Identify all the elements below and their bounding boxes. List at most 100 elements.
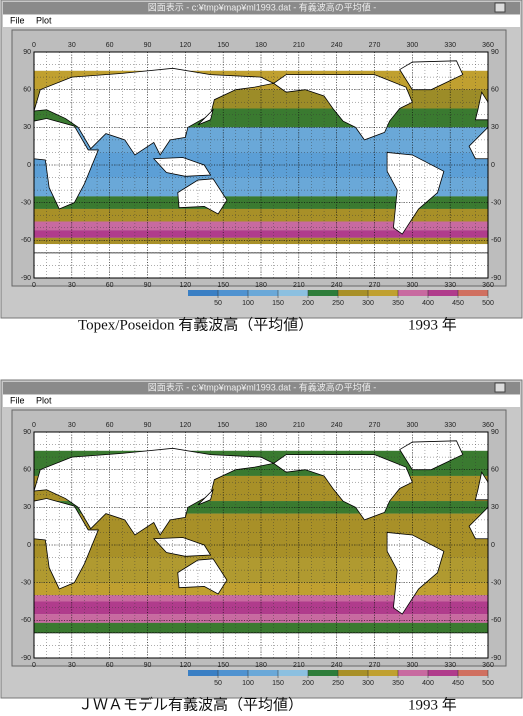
land <box>33 118 99 210</box>
y-tick-label: 60 <box>23 467 31 474</box>
land <box>177 178 228 215</box>
y-tick-label: 90 <box>23 429 31 436</box>
x-tick-label: 150 <box>217 662 229 669</box>
window-button[interactable] <box>494 2 506 13</box>
wave-band <box>34 595 488 602</box>
caption: Topex/Poseidon 有義波高（平均値） <box>78 316 313 333</box>
x-tick-label: 30 <box>68 662 76 669</box>
y-tick-label: -90 <box>491 275 501 282</box>
x-tick-label: 90 <box>144 282 152 289</box>
colorbar-segment <box>188 290 218 296</box>
colorbar-segment <box>398 670 428 676</box>
wave-band <box>34 237 488 245</box>
land <box>177 558 228 595</box>
colorbar-label: 350 <box>392 680 404 687</box>
x-tick-label: 150 <box>217 422 229 429</box>
colorbar-segment <box>458 290 488 296</box>
x-tick-label: 30 <box>68 422 76 429</box>
x-tick-label: 270 <box>369 422 381 429</box>
colorbar-label: 400 <box>422 680 434 687</box>
y-tick-label: -60 <box>491 617 501 624</box>
y-tick-label: 60 <box>491 87 499 94</box>
x-tick-label: 270 <box>369 42 381 49</box>
colorbar-segment <box>248 670 278 676</box>
y-tick-label: 60 <box>491 467 499 474</box>
x-tick-label: 300 <box>406 42 418 49</box>
x-tick-label: 90 <box>144 42 152 49</box>
colorbar-label: 150 <box>272 680 284 687</box>
y-tick-label: 90 <box>491 429 499 436</box>
y-tick-label: -90 <box>491 655 501 662</box>
colorbar-segment <box>338 670 368 676</box>
caption: ＪＷＡモデル有義波高（平均値） <box>78 695 303 713</box>
x-tick-label: 120 <box>179 42 191 49</box>
caption-year: 1993 年 <box>408 696 457 713</box>
x-tick-label: 210 <box>293 662 305 669</box>
x-tick-label: 120 <box>179 662 191 669</box>
y-tick-label: -60 <box>21 237 31 244</box>
land <box>386 532 445 615</box>
y-tick-label: -30 <box>491 200 501 207</box>
x-tick-label: 300 <box>406 662 418 669</box>
colorbar-segment <box>248 290 278 296</box>
colorbar-label: 150 <box>272 300 284 307</box>
land <box>386 152 445 235</box>
land <box>197 108 214 126</box>
colorbar-label: 450 <box>452 680 464 687</box>
x-tick-label: 240 <box>331 42 343 49</box>
x-tick-label: 360 <box>482 422 494 429</box>
x-tick-label: 180 <box>255 422 267 429</box>
menu-item[interactable]: File <box>10 15 25 25</box>
x-tick-label: 210 <box>293 282 305 289</box>
colorbar-segment <box>368 670 398 676</box>
x-tick-label: 60 <box>106 42 114 49</box>
window-title: 図面表示 - c:¥tmp¥map¥ml1993.dat - 有義波高の平均値 … <box>148 1 377 12</box>
menu-item[interactable]: File <box>10 395 25 405</box>
x-tick-label: 0 <box>32 422 36 429</box>
colorbar-label: 100 <box>242 680 254 687</box>
colorbar-label: 200 <box>302 680 314 687</box>
x-tick-label: 60 <box>106 282 114 289</box>
y-tick-label: 30 <box>23 504 31 511</box>
x-tick-label: 120 <box>179 282 191 289</box>
y-tick-label: -30 <box>491 580 501 587</box>
x-tick-label: 120 <box>179 422 191 429</box>
y-tick-label: 0 <box>491 542 495 549</box>
y-tick-label: 0 <box>27 542 31 549</box>
colorbar-label: 450 <box>452 300 464 307</box>
y-tick-label: -30 <box>21 200 31 207</box>
colorbar-segment <box>458 670 488 676</box>
x-tick-label: 240 <box>331 422 343 429</box>
x-tick-label: 210 <box>293 422 305 429</box>
window-title: 図面表示 - c:¥tmp¥map¥ml1993.dat - 有義波高の平均値 … <box>148 381 377 392</box>
x-tick-label: 0 <box>32 662 36 669</box>
colorbar-label: 350 <box>392 300 404 307</box>
y-tick-label: 0 <box>27 162 31 169</box>
x-tick-label: 300 <box>406 282 418 289</box>
x-tick-label: 330 <box>444 282 456 289</box>
menu-item[interactable]: Plot <box>36 395 52 405</box>
x-tick-label: 150 <box>217 282 229 289</box>
colorbar-segment <box>428 290 458 296</box>
window-button[interactable] <box>494 382 506 393</box>
x-tick-label: 180 <box>255 42 267 49</box>
title-bar <box>3 2 520 14</box>
x-tick-label: 270 <box>369 282 381 289</box>
land <box>197 488 214 506</box>
menu-bar <box>3 395 520 407</box>
menu-bar <box>3 15 520 27</box>
x-tick-label: 90 <box>144 422 152 429</box>
y-tick-label: 60 <box>23 87 31 94</box>
x-tick-label: 330 <box>444 42 456 49</box>
x-tick-label: 240 <box>331 282 343 289</box>
colorbar-segment <box>338 290 368 296</box>
menu-item[interactable]: Plot <box>36 15 52 25</box>
y-tick-label: 0 <box>491 162 495 169</box>
x-tick-label: 210 <box>293 42 305 49</box>
colorbar-label: 250 <box>332 300 344 307</box>
y-tick-label: 30 <box>491 124 499 131</box>
colorbar-segment <box>278 290 308 296</box>
y-tick-label: 90 <box>23 49 31 56</box>
land <box>474 91 489 121</box>
land <box>399 440 464 471</box>
